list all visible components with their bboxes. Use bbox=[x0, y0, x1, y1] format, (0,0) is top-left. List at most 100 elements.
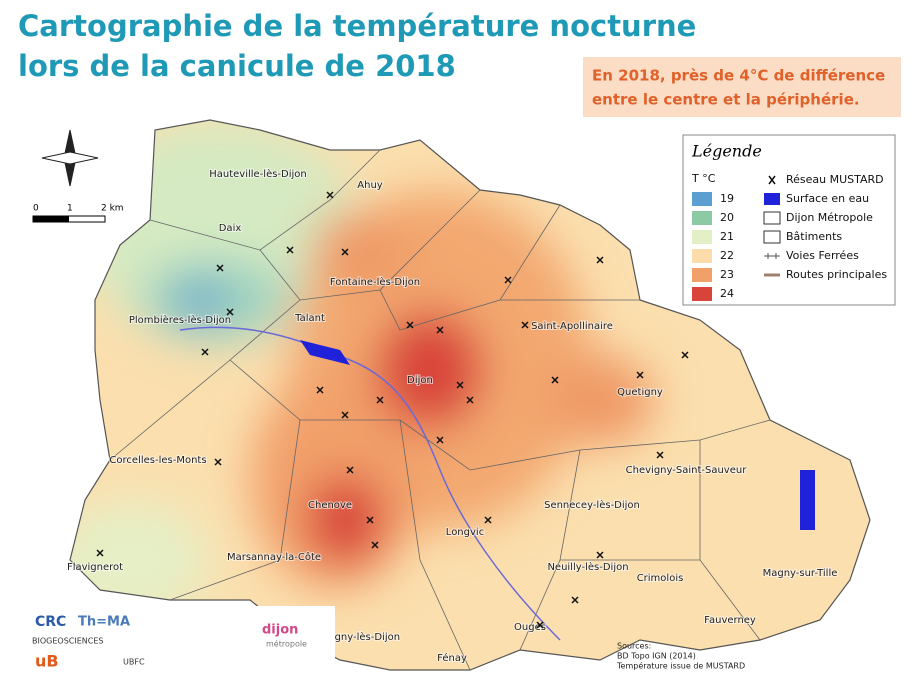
logo: Th=MA bbox=[78, 615, 130, 630]
scale-label: 1 bbox=[67, 204, 73, 214]
logo: métropole bbox=[266, 639, 307, 649]
legend-item: Bâtiments bbox=[786, 230, 842, 243]
place-label: Neuilly-lès-Dijon bbox=[547, 561, 628, 573]
place-label: Ahuy bbox=[357, 180, 383, 191]
title: Cartographie de la température nocturne bbox=[18, 9, 696, 43]
station bbox=[366, 516, 374, 524]
station bbox=[596, 256, 604, 264]
station bbox=[316, 386, 324, 394]
logo: BIOGEOSCIENCES bbox=[32, 637, 103, 646]
legend-swatch bbox=[692, 268, 712, 282]
place-label: Dijon bbox=[407, 375, 433, 386]
legend-swatch bbox=[692, 192, 712, 206]
legend-temp: 23 bbox=[720, 268, 734, 281]
legend-item: Surface en eau bbox=[786, 192, 869, 205]
legend-swatch bbox=[692, 211, 712, 225]
logo: uB bbox=[35, 652, 59, 671]
station bbox=[326, 191, 334, 199]
place-label: Plombières-lès-Dijon bbox=[129, 314, 231, 326]
logo: UBFC bbox=[123, 658, 145, 667]
station bbox=[536, 621, 544, 629]
scale-label: 2 km bbox=[101, 204, 124, 214]
sources: Sources: bbox=[617, 642, 651, 651]
legend-swatch bbox=[692, 249, 712, 263]
station bbox=[96, 549, 104, 557]
legend-temp: 21 bbox=[720, 230, 734, 243]
place-label: Chevigny-Saint-Sauveur bbox=[626, 465, 748, 476]
sources: BD Topo IGN (2014) bbox=[617, 652, 696, 661]
legend-swatch bbox=[692, 287, 712, 301]
place-label: Fénay bbox=[437, 652, 467, 664]
station bbox=[341, 411, 349, 419]
legend-swatch bbox=[692, 230, 712, 244]
station bbox=[551, 376, 559, 384]
place-label: Magny-sur-Tille bbox=[763, 568, 838, 579]
legend-symbol bbox=[763, 211, 781, 225]
station bbox=[436, 436, 444, 444]
compass bbox=[41, 129, 99, 187]
station bbox=[214, 458, 222, 466]
place-label: Flavignerot bbox=[67, 562, 123, 573]
scale-label: 0 bbox=[33, 204, 39, 214]
legend-item: Voies Ferrées bbox=[786, 249, 859, 262]
logo-box bbox=[25, 606, 335, 680]
legend-title: Légende bbox=[691, 142, 762, 161]
station bbox=[456, 381, 464, 389]
station bbox=[636, 371, 644, 379]
station bbox=[466, 396, 474, 404]
sources: Température issue de MUSTARD bbox=[616, 661, 745, 671]
legend-box bbox=[682, 134, 896, 306]
scale-bar bbox=[33, 216, 69, 222]
station bbox=[406, 321, 414, 329]
legend-temp: 24 bbox=[720, 287, 734, 300]
region-outline bbox=[69, 119, 871, 671]
station bbox=[521, 321, 529, 329]
place-label: Daix bbox=[219, 223, 242, 234]
station bbox=[484, 516, 492, 524]
legend-symbol bbox=[768, 175, 776, 185]
legend-symbol bbox=[763, 230, 781, 244]
station bbox=[216, 264, 224, 272]
title: lors de la canicule de 2018 bbox=[18, 49, 456, 83]
legend-temp: 22 bbox=[720, 249, 734, 262]
legend: Légende T °C 19 20 21 22 23 24 Réseau MUSTARD… bbox=[682, 134, 896, 306]
callout-box bbox=[583, 57, 901, 117]
commune-borders bbox=[109, 149, 771, 671]
place-label: Corcelles-les-Monts bbox=[109, 455, 206, 466]
station bbox=[371, 541, 379, 549]
station bbox=[346, 466, 354, 474]
place-label: Fontaine-lès-Dijon bbox=[330, 276, 420, 288]
legend-item: Dijon Métropole bbox=[786, 211, 873, 224]
place-label: Fauverney bbox=[704, 615, 756, 626]
place-label: Sennecey-lès-Dijon bbox=[544, 499, 640, 511]
station bbox=[596, 551, 604, 559]
station bbox=[226, 308, 234, 316]
station bbox=[681, 351, 689, 359]
station bbox=[571, 596, 579, 604]
place-label: Quetigny bbox=[617, 387, 663, 398]
logo: CRC bbox=[35, 614, 66, 630]
place-label: Crimolois bbox=[637, 573, 684, 584]
legend-temp: 19 bbox=[720, 192, 734, 205]
river bbox=[179, 326, 561, 641]
station bbox=[286, 246, 294, 254]
logo: dijon bbox=[262, 623, 298, 638]
legend-temp-label: T °C bbox=[691, 172, 716, 185]
legend-symbol bbox=[764, 253, 780, 259]
legend-item: Routes principales bbox=[786, 268, 887, 281]
callout: En 2018, près de 4°C de différence bbox=[592, 67, 885, 85]
station bbox=[341, 248, 349, 256]
legend-temp: 20 bbox=[720, 211, 734, 224]
place-label: Hauteville-lès-Dijon bbox=[209, 168, 307, 180]
station bbox=[436, 326, 444, 334]
station bbox=[376, 396, 384, 404]
legend-item: Réseau MUSTARD bbox=[786, 173, 884, 186]
callout: entre le centre et la périphérie. bbox=[592, 91, 860, 109]
station bbox=[656, 451, 664, 459]
legend-symbol bbox=[764, 193, 780, 205]
place-label: Longvic bbox=[446, 527, 484, 538]
place-label: Talant bbox=[294, 313, 325, 324]
station bbox=[201, 348, 209, 356]
station bbox=[504, 276, 512, 284]
